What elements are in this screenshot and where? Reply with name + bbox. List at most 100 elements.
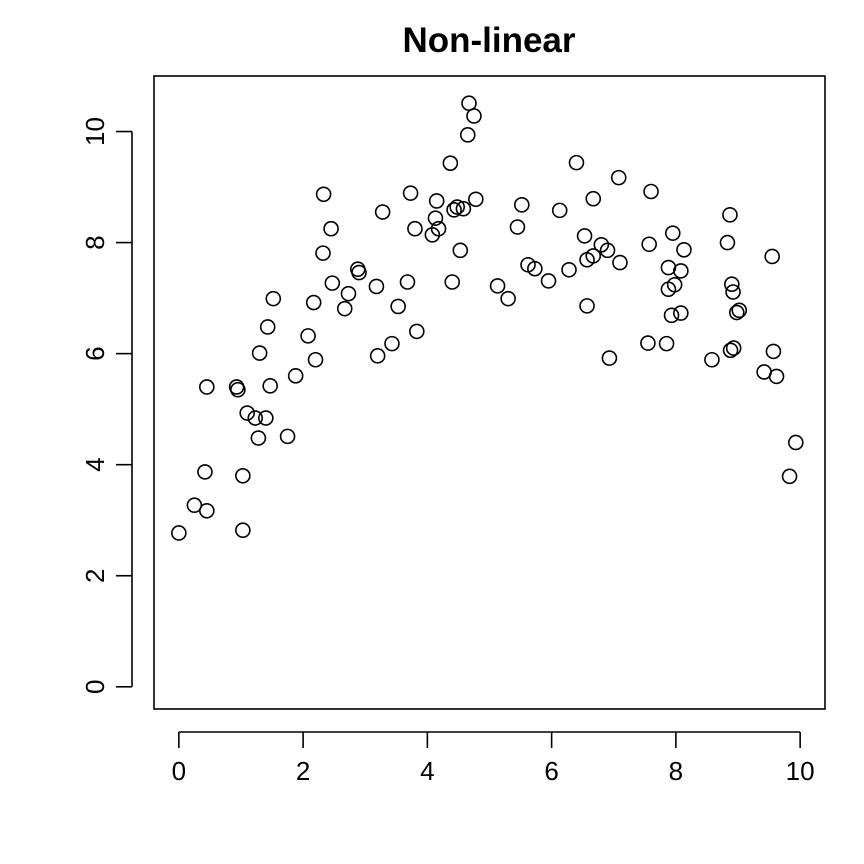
data-point — [250, 430, 267, 446]
data-point — [336, 300, 353, 317]
data-point — [585, 190, 602, 207]
data-point — [239, 405, 255, 421]
data-point — [509, 219, 526, 235]
data-point — [561, 261, 577, 278]
data-point — [658, 335, 675, 352]
data-point — [576, 228, 593, 244]
data-point — [368, 278, 385, 295]
data-point — [455, 200, 472, 217]
data-point — [197, 464, 213, 480]
data-point — [612, 254, 628, 271]
data-point — [459, 127, 476, 143]
data-point — [551, 202, 568, 219]
data-point — [384, 335, 400, 352]
chart-title: Non-linear — [402, 21, 575, 60]
data-point — [466, 108, 482, 124]
data-point — [514, 197, 530, 213]
data-point — [444, 274, 461, 290]
y-tick-label: 8 — [80, 235, 110, 249]
data-point — [643, 183, 659, 200]
y-axis: 0 2 4 6 8 10 — [80, 117, 133, 694]
data-point — [765, 343, 782, 360]
data-point — [731, 302, 748, 319]
data-point — [351, 264, 367, 281]
data-point — [673, 263, 689, 279]
y-tick-label: 6 — [80, 346, 110, 360]
y-tick-label: 4 — [80, 457, 110, 471]
data-point — [722, 207, 738, 223]
data-point — [199, 379, 215, 395]
plot-box — [153, 75, 826, 710]
data-point — [230, 381, 246, 398]
data-point — [768, 368, 785, 385]
data-point — [452, 242, 469, 259]
data-point — [781, 468, 798, 485]
x-tick-label: 8 — [669, 756, 683, 786]
data-point — [251, 345, 268, 361]
data-point — [468, 191, 484, 208]
x-tick-label: 6 — [544, 756, 558, 786]
data-point — [259, 319, 276, 335]
data-points — [171, 95, 804, 541]
data-point — [676, 241, 692, 258]
data-point — [725, 284, 741, 300]
data-point — [374, 204, 391, 220]
data-point — [725, 340, 742, 356]
data-point — [265, 290, 282, 307]
data-point — [307, 351, 324, 368]
data-point — [369, 348, 386, 364]
data-point — [399, 274, 416, 290]
data-point — [279, 428, 296, 445]
data-point — [323, 220, 339, 237]
data-point — [315, 186, 332, 203]
x-tick-label: 10 — [786, 756, 815, 786]
data-point — [579, 298, 595, 314]
data-point — [428, 193, 445, 209]
data-point — [610, 169, 627, 186]
data-point — [787, 434, 804, 451]
data-point — [461, 95, 477, 112]
data-point — [527, 260, 543, 277]
data-point — [442, 155, 459, 171]
data-point — [235, 522, 251, 539]
data-point — [673, 305, 689, 321]
data-point — [449, 199, 465, 215]
data-point — [427, 210, 444, 226]
data-point — [666, 276, 683, 293]
data-point — [430, 220, 447, 237]
data-point — [390, 298, 406, 315]
data-point — [247, 410, 264, 426]
data-point — [724, 276, 740, 293]
x-tick-label: 0 — [172, 756, 186, 786]
data-point — [641, 236, 657, 253]
y-tick-label: 2 — [80, 569, 110, 583]
data-point — [324, 275, 341, 291]
data-point — [764, 248, 780, 265]
data-point — [568, 154, 585, 171]
data-point — [640, 335, 656, 351]
x-tick-label: 4 — [420, 756, 434, 786]
data-point — [446, 202, 462, 218]
data-point — [663, 307, 680, 324]
data-point — [500, 290, 516, 307]
data-point — [540, 273, 557, 289]
data-point — [305, 294, 322, 311]
data-point — [728, 304, 745, 321]
data-point — [258, 410, 274, 426]
data-point — [601, 350, 618, 366]
data-point — [340, 285, 357, 302]
data-point — [287, 368, 304, 384]
data-point — [402, 185, 419, 201]
data-point — [199, 502, 215, 519]
data-point — [235, 467, 251, 484]
y-tick-label: 0 — [80, 680, 110, 694]
x-tick-label: 2 — [296, 756, 310, 786]
data-point — [722, 342, 739, 359]
x-axis: 0 2 4 6 8 10 — [172, 731, 815, 786]
data-point — [704, 351, 720, 368]
plot-frame — [153, 75, 826, 710]
data-point — [664, 225, 681, 241]
data-point — [599, 242, 616, 259]
data-point — [407, 220, 423, 237]
